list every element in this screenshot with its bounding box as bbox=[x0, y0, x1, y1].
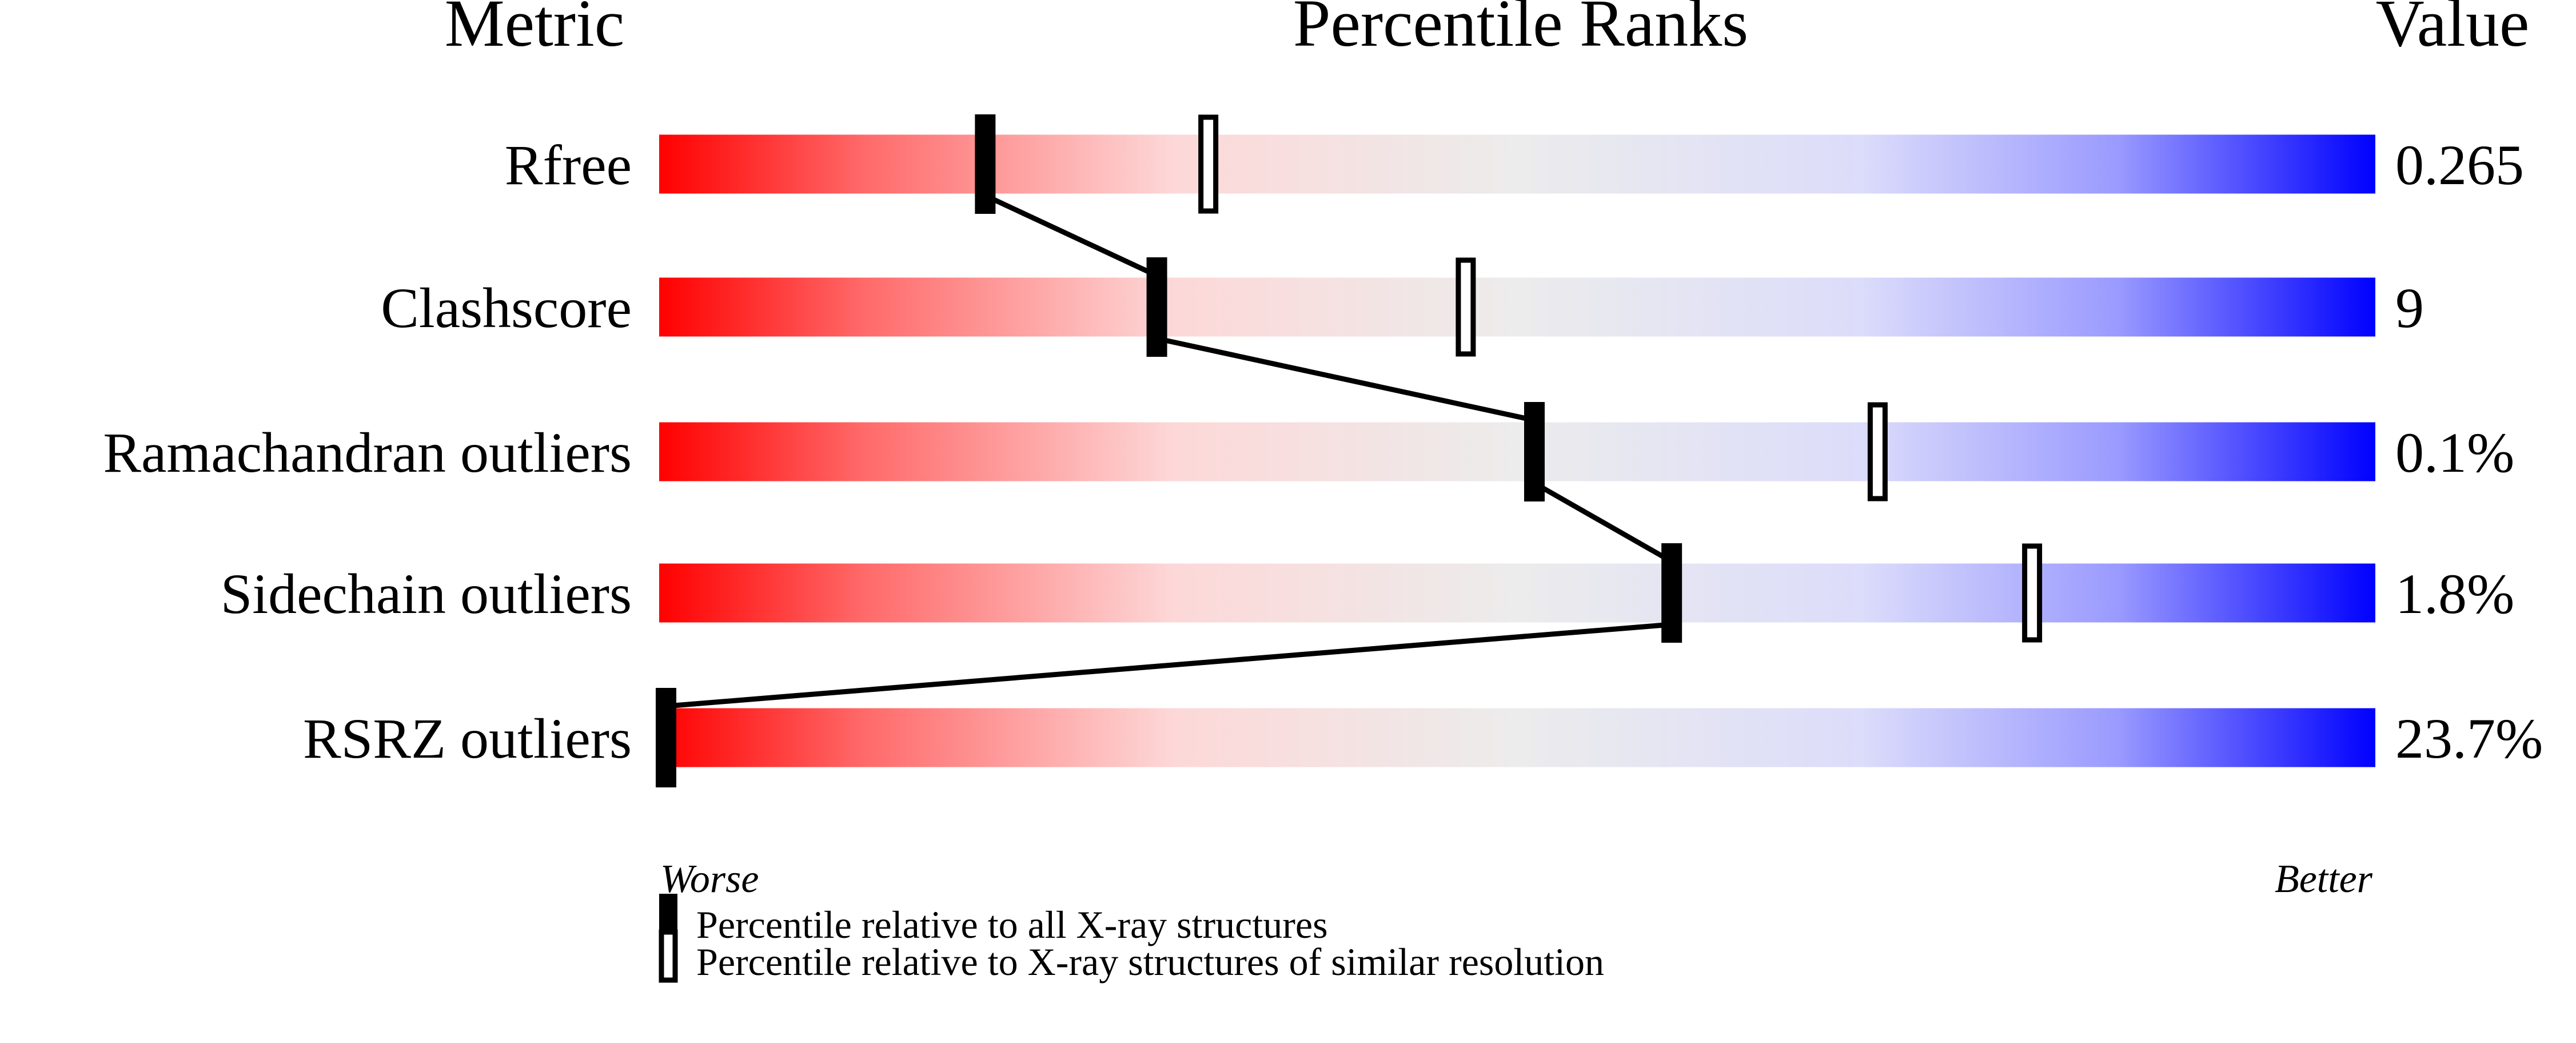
connector-line bbox=[665, 622, 1672, 709]
legend-filled-label: Percentile relative to all X-ray structu… bbox=[696, 903, 1328, 946]
percentile-similar-marker bbox=[2022, 543, 2043, 643]
metric-value: 23.7% bbox=[2395, 707, 2543, 770]
percentile-all-marker bbox=[975, 114, 996, 214]
metric-label: Rfree bbox=[505, 133, 632, 197]
percentile-all-marker bbox=[1146, 257, 1167, 357]
metric-value: 0.1% bbox=[2395, 421, 2514, 484]
header-metric: Metric bbox=[445, 0, 625, 61]
connector-line bbox=[984, 193, 1158, 278]
percentile-bar bbox=[659, 422, 2375, 481]
metric-label: RSRZ outliers bbox=[303, 707, 632, 770]
legend-open-box bbox=[659, 929, 678, 983]
percentile-all-marker bbox=[1661, 543, 1682, 643]
metric-label: Sidechain outliers bbox=[221, 562, 632, 626]
percentile-similar-marker bbox=[1198, 114, 1219, 214]
metric-value: 9 bbox=[2395, 276, 2424, 340]
percentile-bar bbox=[659, 134, 2375, 194]
connector-line bbox=[1533, 481, 1673, 564]
percentile-all-marker bbox=[1524, 402, 1545, 501]
percentile-bar bbox=[659, 563, 2375, 623]
header-value: Value bbox=[2376, 0, 2530, 61]
percentile-all-marker bbox=[656, 688, 676, 787]
percentile-bar bbox=[659, 277, 2375, 337]
percentile-similar-marker bbox=[1867, 402, 1888, 501]
axis-label-better: Better bbox=[2275, 857, 2373, 901]
percentile-bar bbox=[659, 708, 2375, 767]
connector-line bbox=[1156, 336, 1535, 423]
metric-value: 1.8% bbox=[2395, 562, 2514, 626]
metric-label: Clashscore bbox=[381, 276, 632, 340]
legend-open-label: Percentile relative to X-ray structures … bbox=[696, 940, 1604, 984]
header-percentile-ranks: Percentile Ranks bbox=[1293, 0, 1748, 61]
metric-value: 0.265 bbox=[2395, 133, 2524, 197]
percentile-similar-marker bbox=[1456, 257, 1476, 357]
metric-label: Ramachandran outliers bbox=[103, 421, 632, 484]
